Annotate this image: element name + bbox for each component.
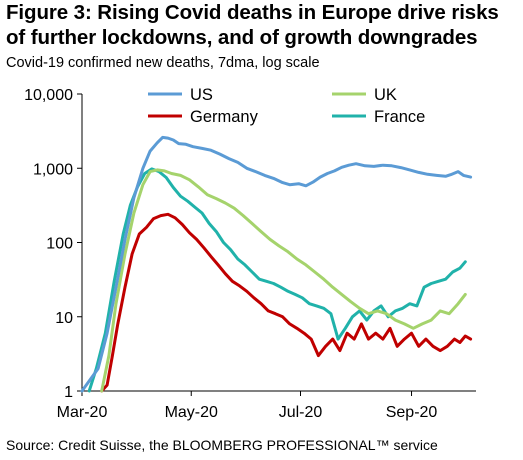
x-tick-label: Sep-20	[386, 404, 438, 421]
legend-label-us: US	[190, 86, 213, 104]
legend-label-france: France	[374, 108, 425, 126]
chart-title-line-2: of further lockdowns, and of growth down…	[6, 26, 478, 49]
chart-subtitle: Covid-19 confirmed new deaths, 7dma, log…	[6, 55, 320, 71]
chart-title: Figure 3: Rising Covid deaths in Europe …	[6, 0, 521, 50]
legend-label-uk: UK	[374, 86, 397, 104]
series-line-uk	[100, 168, 467, 393]
legend-label-germany: Germany	[190, 108, 259, 126]
y-tick-label: 1	[64, 384, 73, 401]
x-tick-label: May-20	[165, 404, 218, 421]
series-line-us	[80, 135, 473, 393]
y-tick-label: 100	[46, 236, 73, 253]
series-line-france	[87, 167, 467, 393]
x-tick-label: Mar-20	[57, 404, 108, 421]
x-tick-label: Jul-20	[279, 404, 323, 421]
y-tick-label: 10,000	[24, 87, 73, 104]
source-note: Source: Credit Suisse, the BLOOMBERG PRO…	[6, 437, 438, 453]
series-line-germany	[100, 212, 473, 393]
chart-title-line-1: Figure 3: Rising Covid deaths in Europe …	[6, 1, 499, 24]
y-tick-label: 1,000	[33, 161, 73, 178]
y-tick-label: 10	[55, 310, 73, 327]
